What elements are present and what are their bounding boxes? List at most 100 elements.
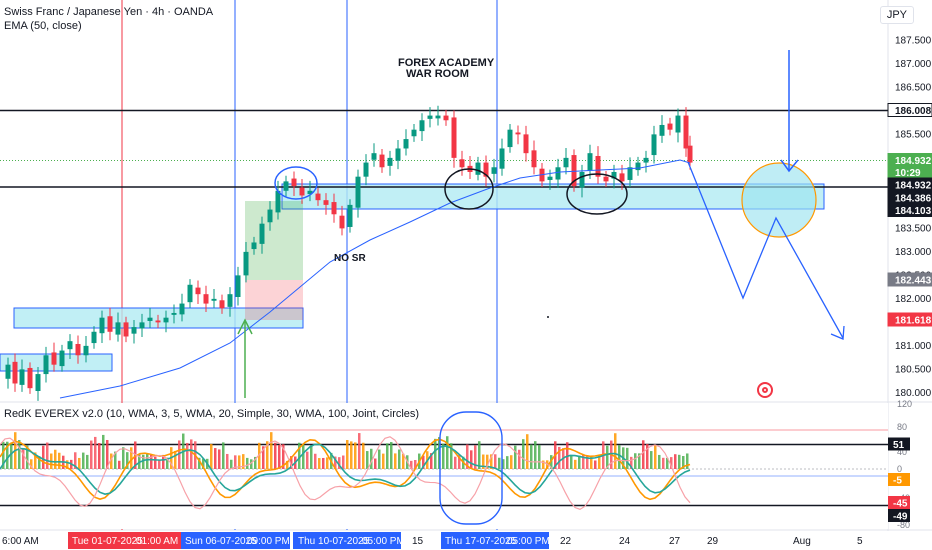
osc-bar [666, 457, 669, 469]
osc-bar [34, 452, 37, 469]
osc-bar [434, 438, 437, 469]
candle-body [507, 129, 513, 148]
candle-body [555, 167, 561, 180]
candle-body [275, 190, 281, 213]
candle-body [611, 171, 617, 179]
osc-bar [590, 456, 593, 469]
price-tick: 181.000 [895, 341, 932, 352]
osc-bar [390, 442, 393, 469]
ema-line [59, 159, 691, 399]
currency-button[interactable]: JPY [879, 6, 914, 24]
osc-bar [482, 454, 485, 469]
oscillator-legend[interactable]: RedK EVEREX v2.0 (10, WMA, 3, 5, WMA, 20… [4, 408, 420, 420]
candle-body [371, 153, 377, 160]
down-arrow-head [780, 159, 799, 173]
osc-bar [130, 447, 133, 469]
osc-bar [486, 454, 489, 469]
osc-bar [66, 460, 69, 469]
osc-bar [606, 445, 609, 469]
osc-bar [102, 434, 105, 469]
osc-bar [634, 453, 637, 469]
candle-body [51, 352, 57, 365]
target-circle [741, 162, 817, 238]
osc-bar [230, 459, 233, 469]
osc-bar [542, 460, 545, 469]
candle-body [563, 157, 569, 168]
osc-bar [226, 453, 229, 469]
time-tick: Sun 06-07-2025 [185, 536, 257, 547]
osc-bar [630, 456, 633, 469]
osc-bar [82, 452, 85, 469]
target-icon[interactable] [757, 382, 773, 398]
osc-bar [646, 443, 649, 469]
osc-bar [2, 441, 5, 469]
candle-body [19, 369, 25, 385]
price-label-bg [887, 312, 932, 327]
osc-bar [46, 442, 49, 469]
osc-bar [254, 456, 257, 469]
osc-label-bg [888, 509, 910, 522]
osc-bar [314, 453, 317, 469]
candle-body [43, 355, 49, 375]
green-arrow-head [237, 318, 253, 335]
candle-body [531, 150, 537, 168]
osc-bar [458, 454, 461, 469]
osc-bar [318, 458, 321, 469]
candle-body [459, 159, 465, 168]
candle-body [643, 157, 649, 163]
osc-bar [422, 455, 425, 469]
symbol-title[interactable]: Swiss Franc / Japanese Yen · 4h · OANDA [4, 6, 214, 18]
price-tick: 187.000 [895, 59, 932, 70]
candle-body [5, 364, 11, 379]
price-label-text: 184.386 [895, 194, 932, 205]
time-tick: Tue 01-07-2025 [72, 536, 143, 547]
osc-bar [178, 440, 181, 469]
candle-body [651, 134, 657, 156]
ema-legend[interactable]: EMA (50, close) [4, 20, 82, 32]
candle-body [403, 139, 409, 149]
osc-label-bg [888, 496, 910, 509]
price-tick: 185.500 [895, 129, 932, 140]
osc-bar [382, 453, 385, 469]
osc-bar [658, 454, 661, 469]
no-sr-annotation: NO SR [334, 253, 366, 264]
osc-bar [450, 443, 453, 469]
price-label-text: 186.008 [895, 106, 932, 117]
time-tick: Thu 10-07-2025 [298, 536, 370, 547]
osc-bar [470, 450, 473, 469]
dot-marker [547, 316, 549, 318]
osc-bar [106, 440, 109, 469]
candle-body [235, 275, 241, 297]
time-tick: 01:00 AM [136, 536, 178, 547]
osc-bar [338, 457, 341, 469]
osc-bar [278, 445, 281, 469]
osc-bar [374, 458, 377, 469]
candle-body [83, 345, 89, 356]
osc-bar [326, 457, 329, 469]
osc-bar [362, 442, 365, 469]
osc-bar [662, 457, 665, 469]
price-label-text: 184.932 [895, 156, 932, 167]
osc-label-text: -49 [893, 512, 908, 523]
price-label-text: 181.618 [895, 316, 932, 327]
osc-bar [518, 449, 521, 469]
candle-body [243, 251, 249, 276]
osc-bar [94, 436, 97, 469]
time-tick: 22 [560, 536, 572, 547]
price-tick: 183.500 [895, 223, 932, 234]
candle-body [571, 155, 577, 187]
osc-bar [394, 453, 397, 469]
watermark-line2: WAR ROOM [406, 68, 469, 80]
osc-bar [290, 456, 293, 469]
osc-bar [522, 439, 525, 469]
candle-body [443, 115, 449, 121]
candle-body [259, 223, 265, 244]
osc-bar [626, 447, 629, 469]
candle-body [179, 303, 185, 315]
osc-bar [442, 443, 445, 469]
candle-body [427, 115, 433, 119]
osc-tick: -80 [897, 520, 910, 530]
candle-body [91, 331, 97, 344]
osc-bar [58, 452, 61, 469]
